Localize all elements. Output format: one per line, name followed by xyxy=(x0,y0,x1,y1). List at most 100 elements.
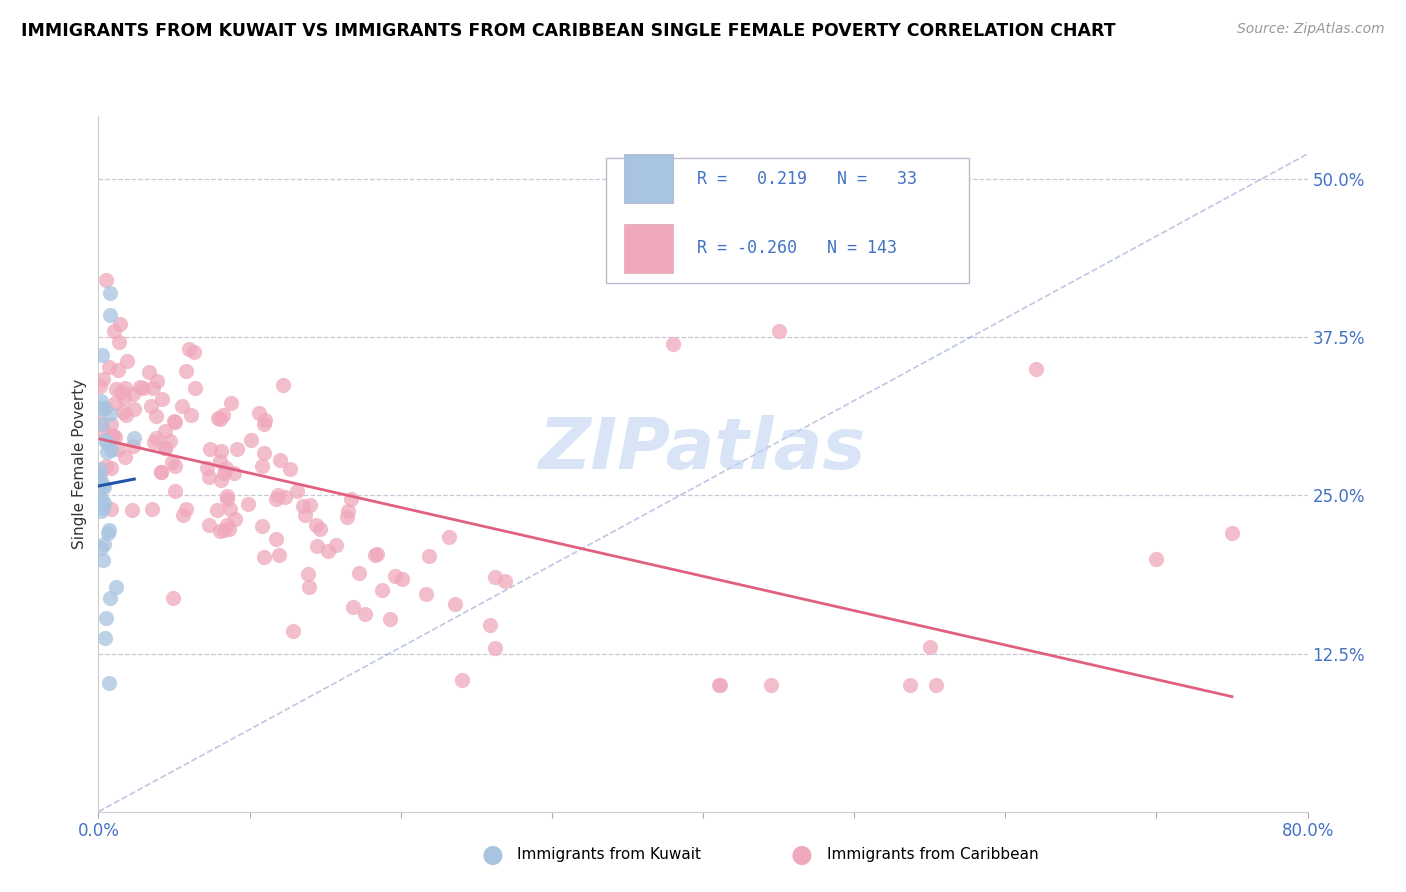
Point xyxy=(180,408,202,422)
Point xyxy=(89,468,111,483)
Point xyxy=(149,465,172,479)
Text: ZIPatlas: ZIPatlas xyxy=(540,416,866,484)
Point xyxy=(98,676,121,690)
Point xyxy=(115,353,138,368)
Point xyxy=(174,363,197,377)
Point xyxy=(100,460,122,475)
Point xyxy=(112,392,135,406)
Point xyxy=(316,543,339,558)
Point xyxy=(198,470,221,484)
Point xyxy=(93,479,115,493)
Text: Immigrants from Kuwait: Immigrants from Kuwait xyxy=(517,847,702,862)
Point xyxy=(129,380,152,394)
Y-axis label: Single Female Poverty: Single Female Poverty xyxy=(72,379,87,549)
Point xyxy=(103,429,125,443)
Point xyxy=(93,480,115,494)
Point xyxy=(141,501,163,516)
Point xyxy=(339,491,361,506)
Point xyxy=(415,587,437,601)
Point xyxy=(97,359,120,374)
Point xyxy=(209,444,232,458)
Point xyxy=(298,581,321,595)
Point xyxy=(218,522,240,536)
Point xyxy=(662,336,685,351)
Point xyxy=(107,363,129,377)
Point xyxy=(122,431,145,445)
Point xyxy=(451,673,474,687)
Point xyxy=(236,497,259,511)
Text: Immigrants from Caribbean: Immigrants from Caribbean xyxy=(827,847,1039,862)
Point xyxy=(153,424,176,438)
Point xyxy=(274,491,297,505)
Point xyxy=(209,473,232,487)
Point xyxy=(90,394,112,409)
Point xyxy=(104,429,127,443)
Point xyxy=(325,538,347,552)
Point xyxy=(104,396,127,410)
Point xyxy=(138,365,160,379)
Text: R = -0.260   N = 143: R = -0.260 N = 143 xyxy=(697,239,897,257)
Point xyxy=(122,387,145,401)
Point xyxy=(104,581,127,595)
Point xyxy=(90,504,112,518)
Point xyxy=(107,442,129,456)
Point xyxy=(94,401,117,416)
Point xyxy=(768,324,790,338)
Point xyxy=(269,453,291,467)
Point xyxy=(91,553,114,567)
Point xyxy=(89,461,111,475)
Point xyxy=(264,532,287,546)
Point xyxy=(165,483,187,498)
Point xyxy=(219,396,242,410)
Point xyxy=(174,502,197,516)
Point xyxy=(96,526,118,541)
Point xyxy=(150,392,173,407)
Point xyxy=(98,591,121,605)
Point xyxy=(149,465,172,479)
Point xyxy=(91,475,114,490)
Point xyxy=(172,508,194,522)
Point xyxy=(90,416,112,430)
Point xyxy=(195,460,218,475)
Point xyxy=(271,377,294,392)
Point xyxy=(212,467,235,481)
Point xyxy=(98,286,121,301)
Point xyxy=(115,408,138,422)
Point xyxy=(342,600,364,615)
Point xyxy=(96,436,118,450)
Point xyxy=(418,549,440,564)
Point xyxy=(103,324,125,338)
Point xyxy=(336,510,359,524)
Point xyxy=(94,273,117,287)
Point xyxy=(89,401,111,415)
Point xyxy=(90,541,112,556)
Point xyxy=(281,624,304,638)
Point xyxy=(307,539,329,553)
Point xyxy=(479,618,502,632)
Point xyxy=(494,574,516,588)
Point xyxy=(484,641,506,656)
Point xyxy=(205,503,228,517)
Point xyxy=(163,414,186,428)
Point xyxy=(226,442,249,456)
Point xyxy=(146,374,169,388)
Point xyxy=(278,462,301,476)
Point xyxy=(285,484,308,499)
Point xyxy=(925,678,948,692)
Point xyxy=(165,459,187,474)
Point xyxy=(1220,526,1243,541)
Point xyxy=(91,425,114,439)
Point xyxy=(93,401,115,415)
Point xyxy=(160,455,183,469)
Point xyxy=(254,412,277,426)
Point xyxy=(292,499,315,513)
Point xyxy=(378,612,401,626)
Point xyxy=(214,461,236,475)
Point xyxy=(443,597,465,611)
Point xyxy=(247,406,270,420)
Point xyxy=(97,523,120,537)
Point xyxy=(100,442,122,457)
Point xyxy=(94,458,117,473)
Point xyxy=(347,566,370,580)
Point xyxy=(122,439,145,453)
